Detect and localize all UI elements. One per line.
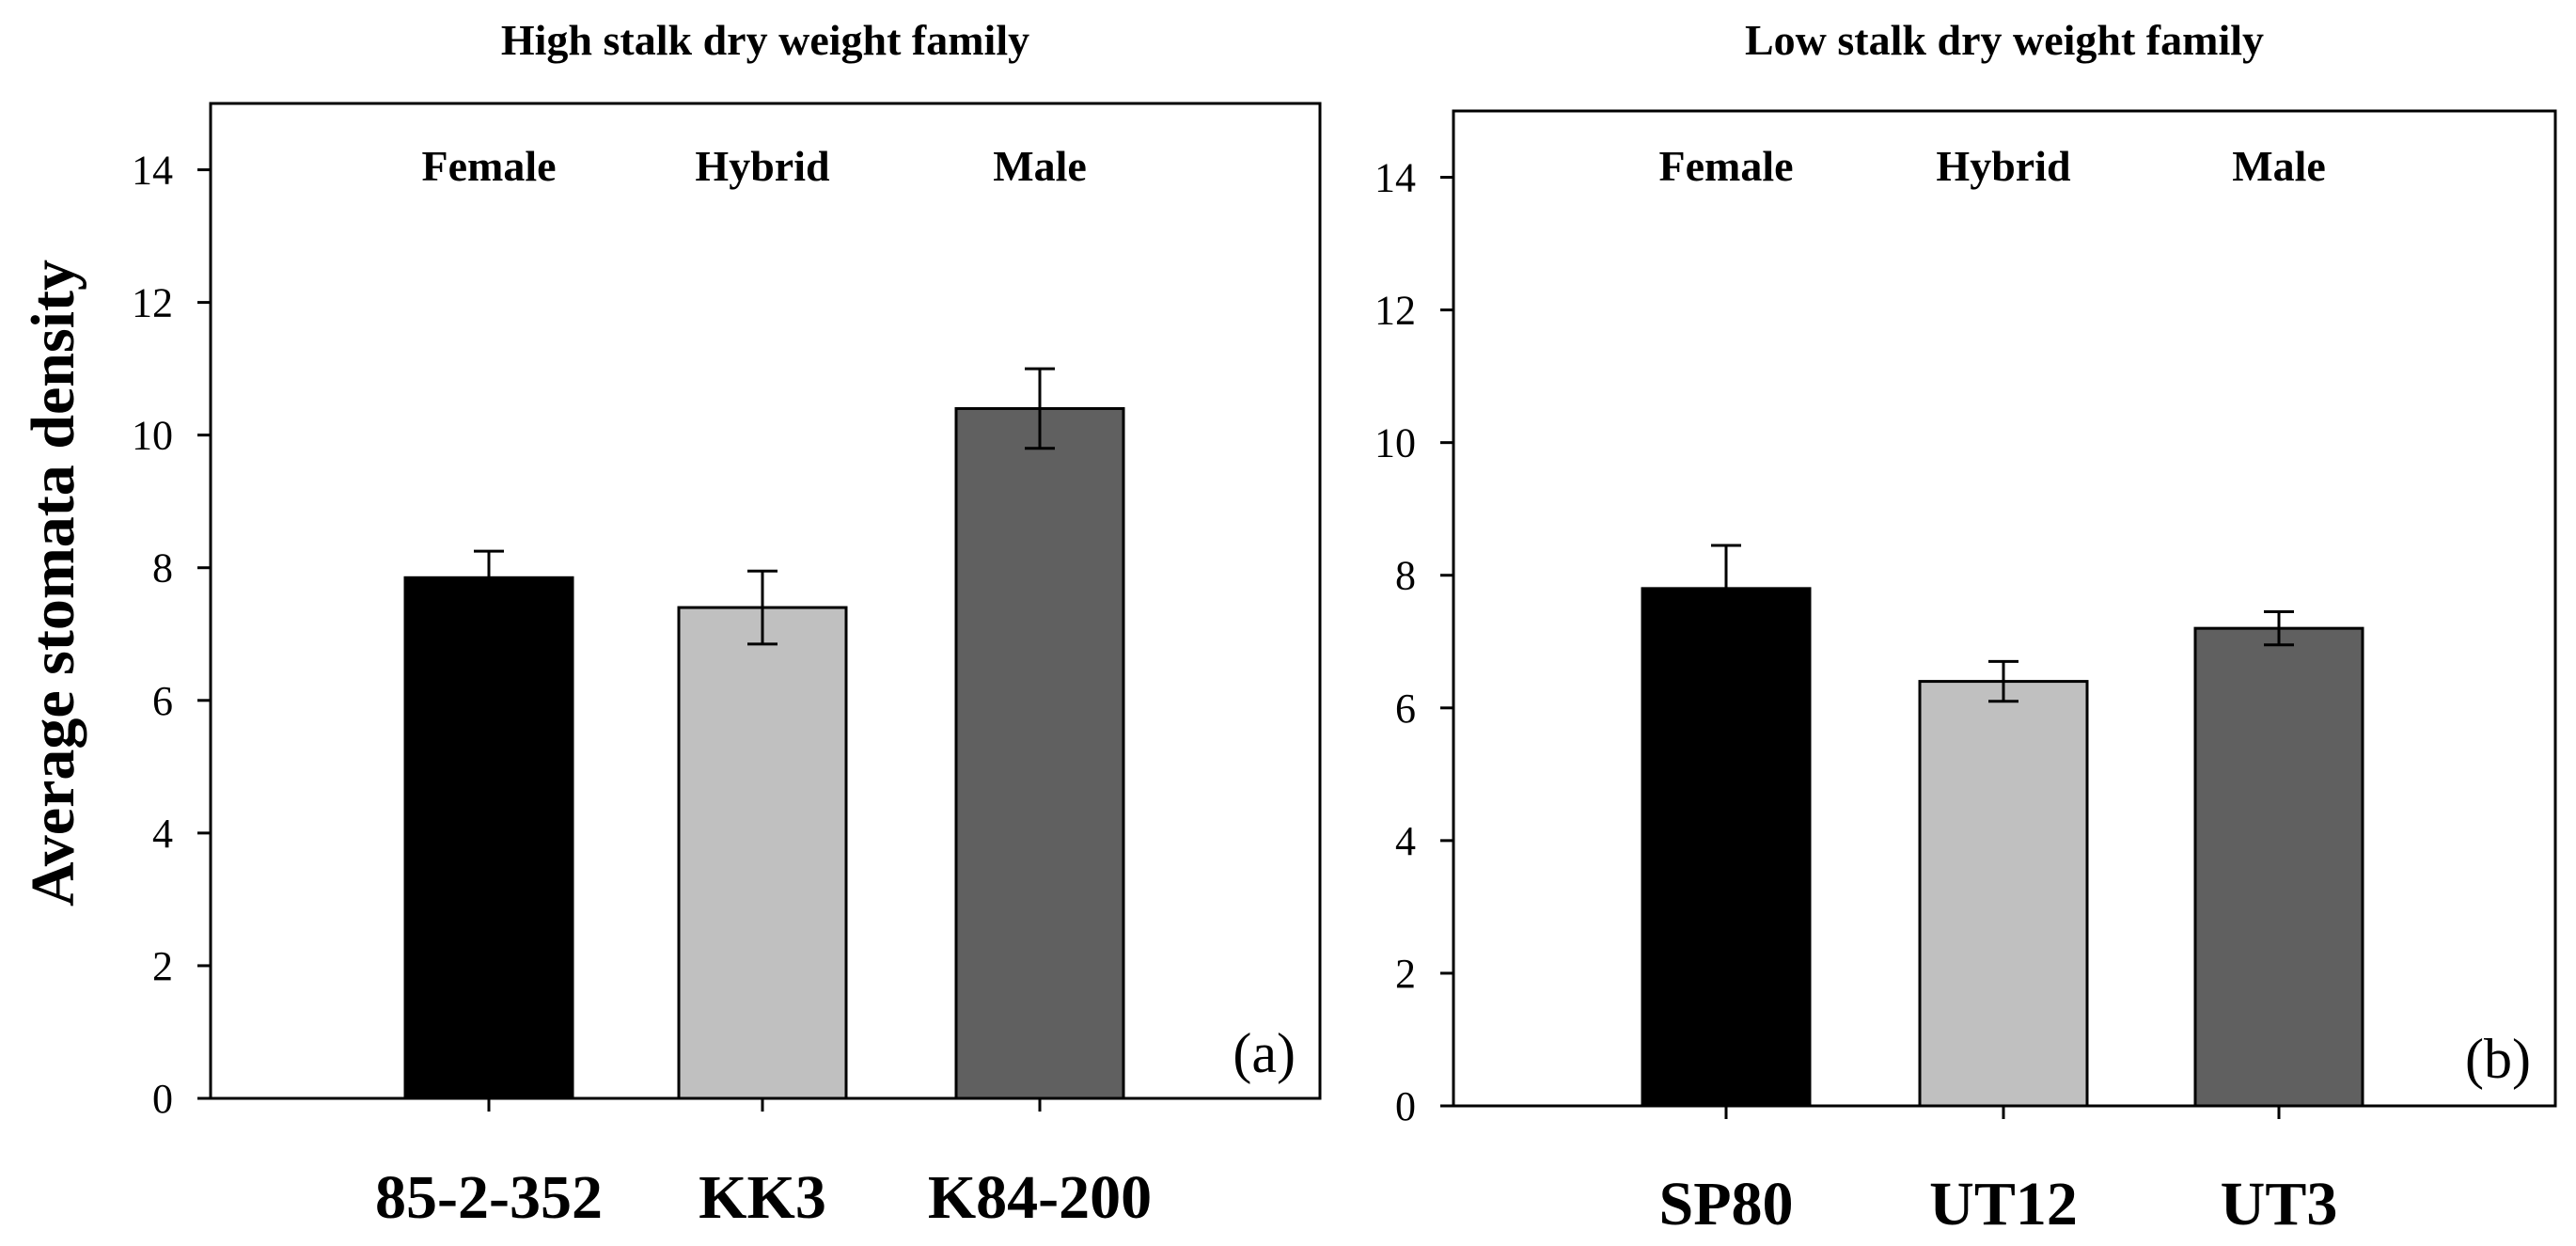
y-tick-label: 0 <box>1395 1083 1416 1129</box>
bar-ut3 <box>2193 626 2364 1108</box>
panel-title: High stalk dry weight family <box>501 16 1029 64</box>
y-tick-label: 4 <box>1395 818 1416 864</box>
panel-letter: (a) <box>1233 1022 1296 1084</box>
category-label: UT3 <box>2221 1170 2338 1238</box>
y-tick-label: 2 <box>1395 951 1416 997</box>
y-tick-label: 14 <box>132 148 173 194</box>
category-label: UT12 <box>1929 1170 2078 1238</box>
y-tick-label: 2 <box>152 943 173 989</box>
category-label: K84-200 <box>928 1163 1152 1232</box>
group-label: Hybrid <box>695 142 830 190</box>
y-tick-label: 8 <box>152 545 173 591</box>
y-tick-label: 12 <box>132 280 173 326</box>
bar-k84-200 <box>954 406 1125 1100</box>
category-label: SP80 <box>1658 1170 1793 1238</box>
category-label: 85-2-352 <box>375 1163 603 1232</box>
y-tick-label: 10 <box>1374 420 1416 466</box>
y-tick-label: 0 <box>152 1076 173 1122</box>
bar-85-2-352 <box>403 576 574 1100</box>
panel-b: Low stalk dry weight family 0 2 4 6 8 10 12 14 SP… <box>1374 16 2557 1238</box>
y-tick-label: 12 <box>1374 288 1416 334</box>
panel-a: High stalk dry weight family 0 2 4 6 8 10 12 14 8… <box>132 16 1322 1232</box>
group-label: Male <box>2232 142 2326 190</box>
y-tick-label: 14 <box>1374 155 1416 201</box>
group-label: Hybrid <box>1936 142 2071 190</box>
y-tick-label: 10 <box>132 413 173 459</box>
bar-sp80 <box>1641 587 1812 1108</box>
group-label: Male <box>993 142 1087 190</box>
y-tick-label: 6 <box>1395 686 1416 732</box>
y-tick-label: 4 <box>152 811 173 857</box>
panel-letter: (b) <box>2465 1028 2531 1090</box>
group-label: Female <box>1658 142 1793 190</box>
bar-ut12 <box>1918 680 2089 1108</box>
group-label: Female <box>421 142 556 190</box>
bar-kk3 <box>677 606 848 1100</box>
category-label: KK3 <box>699 1163 826 1232</box>
y-axis-label: Average stomata density <box>19 260 87 907</box>
panel-title: Low stalk dry weight family <box>1745 16 2264 64</box>
y-tick-label: 6 <box>152 678 173 724</box>
y-tick-label: 8 <box>1395 553 1416 599</box>
